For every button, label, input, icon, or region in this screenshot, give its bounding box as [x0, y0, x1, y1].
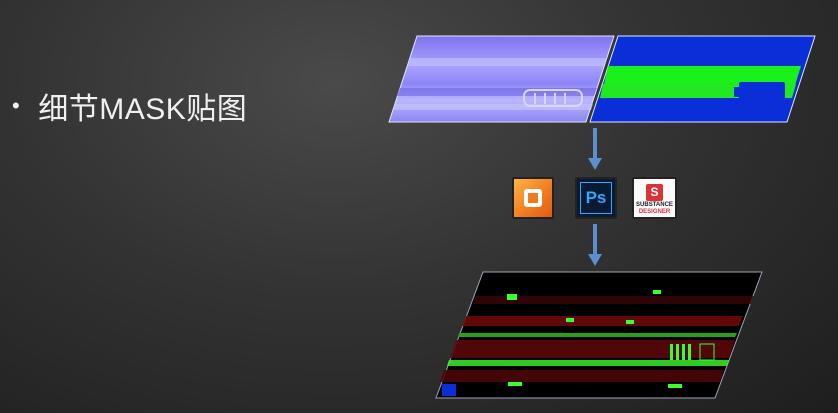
bullet-text: 细节MASK贴图	[38, 93, 248, 126]
bullet-item: • 细节MASK贴图	[12, 84, 247, 128]
photoshop-icon: Ps	[575, 177, 617, 219]
photoshop-logo-text: Ps	[580, 182, 612, 214]
substance-designer-logo: S	[646, 183, 663, 201]
substance-designer-label-top: SUBSTANCE	[636, 201, 673, 208]
substance-painter-logo	[524, 189, 542, 207]
detail-mask-image	[435, 271, 763, 399]
normal-map-image	[388, 35, 615, 123]
arrow-down-icon	[588, 128, 602, 170]
id-mask-image	[589, 35, 816, 123]
substance-designer-icon: S SUBSTANCE DESIGNER	[632, 177, 677, 219]
bullet-dot: •	[12, 93, 21, 118]
substance-painter-icon	[512, 177, 554, 219]
substance-designer-label-bottom: DESIGNER	[638, 208, 671, 215]
arrow-down-icon	[588, 224, 602, 266]
